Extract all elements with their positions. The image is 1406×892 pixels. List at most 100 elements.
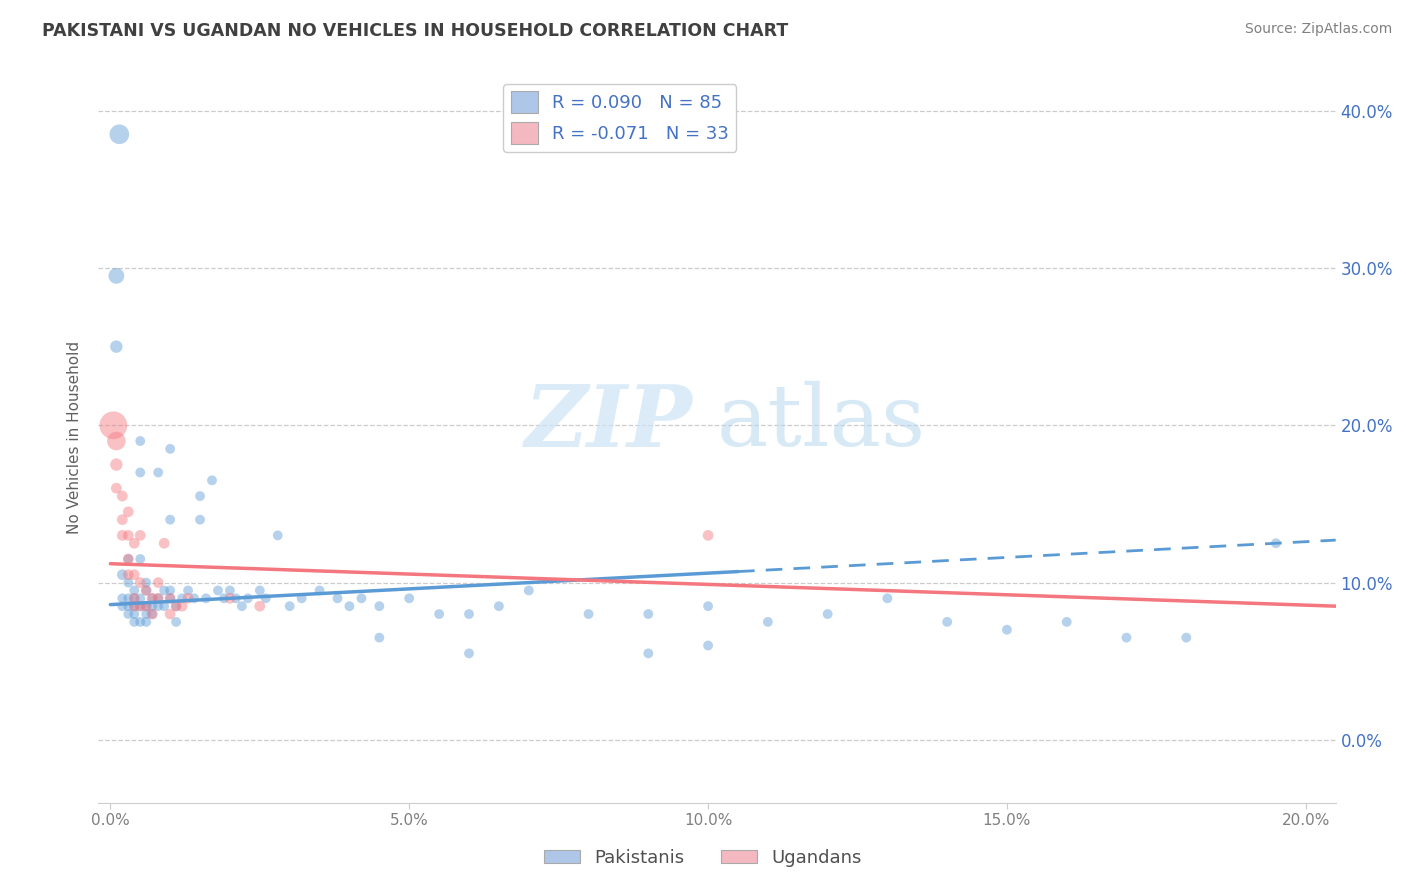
Text: atlas: atlas (717, 381, 927, 464)
Point (135, 583, 157, 598)
Point (117, 552, 139, 566)
Point (141, 591, 163, 606)
Point (148, 591, 170, 606)
Point (124, 599, 146, 614)
Point (135, 599, 157, 614)
Point (458, 646, 481, 660)
Point (488, 599, 510, 614)
Point (135, 575, 157, 590)
Point (111, 513, 134, 527)
Point (267, 528, 290, 542)
Point (1175, 631, 1198, 645)
Point (124, 583, 146, 598)
Legend: R = 0.090   N = 85, R = -0.071   N = 33: R = 0.090 N = 85, R = -0.071 N = 33 (503, 84, 737, 152)
Point (291, 591, 314, 606)
Point (165, 615, 187, 629)
Point (105, 268, 128, 283)
Point (756, 615, 779, 629)
Point (105, 340, 128, 354)
Point (936, 615, 959, 629)
Point (108, 128, 131, 142)
Point (117, 505, 139, 519)
Point (1264, 536, 1286, 550)
Point (111, 591, 134, 606)
Legend: Pakistanis, Ugandans: Pakistanis, Ugandans (537, 842, 869, 874)
Point (427, 607, 450, 621)
Point (578, 607, 600, 621)
Point (129, 552, 152, 566)
Point (135, 615, 157, 629)
Point (117, 552, 139, 566)
Point (159, 442, 181, 456)
Point (697, 528, 720, 542)
Point (697, 639, 720, 653)
Point (129, 575, 152, 590)
Point (637, 607, 659, 621)
Point (183, 591, 205, 606)
Point (111, 528, 134, 542)
Point (148, 591, 170, 606)
Point (697, 599, 720, 614)
Point (249, 583, 271, 598)
Point (129, 591, 152, 606)
Point (177, 591, 200, 606)
Point (177, 583, 200, 598)
Point (159, 607, 181, 621)
Point (817, 607, 839, 621)
Point (326, 591, 349, 606)
Point (165, 599, 187, 614)
Point (124, 591, 146, 606)
Point (124, 599, 146, 614)
Point (212, 591, 235, 606)
Point (148, 599, 170, 614)
Point (188, 489, 211, 503)
Text: Source: ZipAtlas.com: Source: ZipAtlas.com (1244, 22, 1392, 37)
Point (129, 466, 152, 480)
Point (129, 615, 152, 629)
Point (129, 434, 152, 448)
Point (339, 599, 361, 614)
Point (231, 599, 253, 614)
Point (141, 607, 163, 621)
Point (368, 631, 391, 645)
Point (117, 575, 139, 590)
Point (129, 528, 152, 542)
Point (111, 599, 134, 614)
Point (124, 615, 146, 629)
Point (141, 607, 163, 621)
Point (350, 591, 373, 606)
Point (117, 599, 139, 614)
Point (117, 591, 139, 606)
Point (254, 591, 277, 606)
Point (165, 599, 187, 614)
Point (458, 607, 481, 621)
Point (105, 458, 128, 472)
Point (129, 599, 152, 614)
Point (159, 591, 181, 606)
Point (105, 481, 128, 495)
Point (1056, 615, 1078, 629)
Point (103, 418, 125, 433)
Point (159, 591, 181, 606)
Point (195, 591, 218, 606)
Point (201, 473, 224, 487)
Point (124, 591, 146, 606)
Point (153, 536, 176, 550)
Text: PAKISTANI VS UGANDAN NO VEHICLES IN HOUSEHOLD CORRELATION CHART: PAKISTANI VS UGANDAN NO VEHICLES IN HOUS… (42, 22, 789, 40)
Point (207, 583, 229, 598)
Point (637, 646, 659, 660)
Point (117, 528, 139, 542)
Point (249, 599, 271, 614)
Y-axis label: No Vehicles in Household: No Vehicles in Household (67, 341, 83, 533)
Point (219, 591, 242, 606)
Point (368, 599, 391, 614)
Point (141, 591, 163, 606)
Point (141, 599, 163, 614)
Point (159, 513, 181, 527)
Point (117, 567, 139, 582)
Point (278, 599, 301, 614)
Point (1115, 631, 1137, 645)
Point (153, 599, 176, 614)
Point (172, 599, 194, 614)
Point (188, 513, 211, 527)
